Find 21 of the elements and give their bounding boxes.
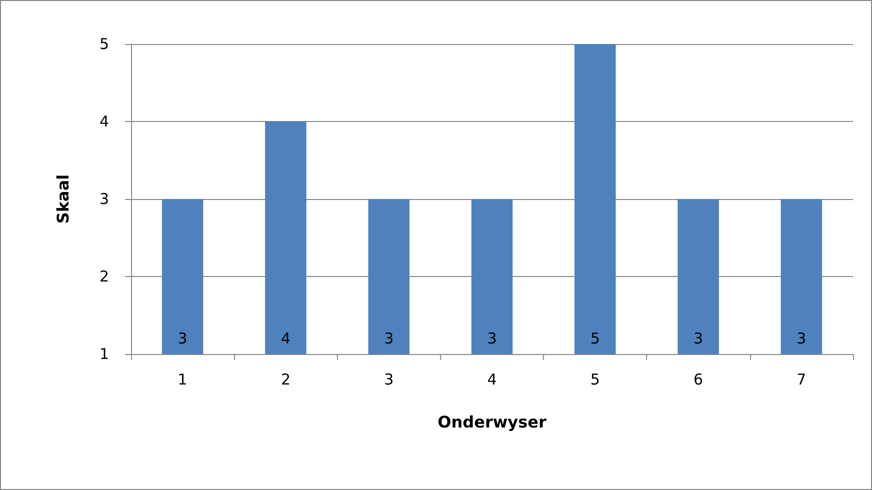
x-tick-label: 4 (487, 370, 497, 388)
y-tick-label: 1 (99, 345, 109, 363)
x-tick-label: 7 (796, 370, 806, 388)
y-tick-label: 2 (99, 268, 109, 286)
y-axis-title: Skaal (54, 174, 72, 224)
y-tick-label: 5 (99, 35, 109, 53)
y-tick-label: 4 (99, 112, 109, 130)
data-label: 3 (487, 330, 497, 348)
x-tick-label: 3 (384, 370, 394, 388)
data-label: 5 (590, 330, 600, 348)
x-tick-label: 1 (178, 370, 188, 388)
x-tick-label: 5 (590, 370, 600, 388)
data-label: 4 (280, 330, 290, 348)
data-label: 3 (178, 330, 188, 348)
data-label: 3 (384, 330, 394, 348)
x-tick-label: 2 (280, 370, 290, 388)
x-axis-title: Onderwyser (438, 412, 546, 432)
y-tick-label: 3 (99, 190, 109, 208)
x-tick-label: 6 (694, 370, 704, 388)
data-label: 3 (796, 330, 806, 348)
data-label: 3 (694, 330, 704, 348)
